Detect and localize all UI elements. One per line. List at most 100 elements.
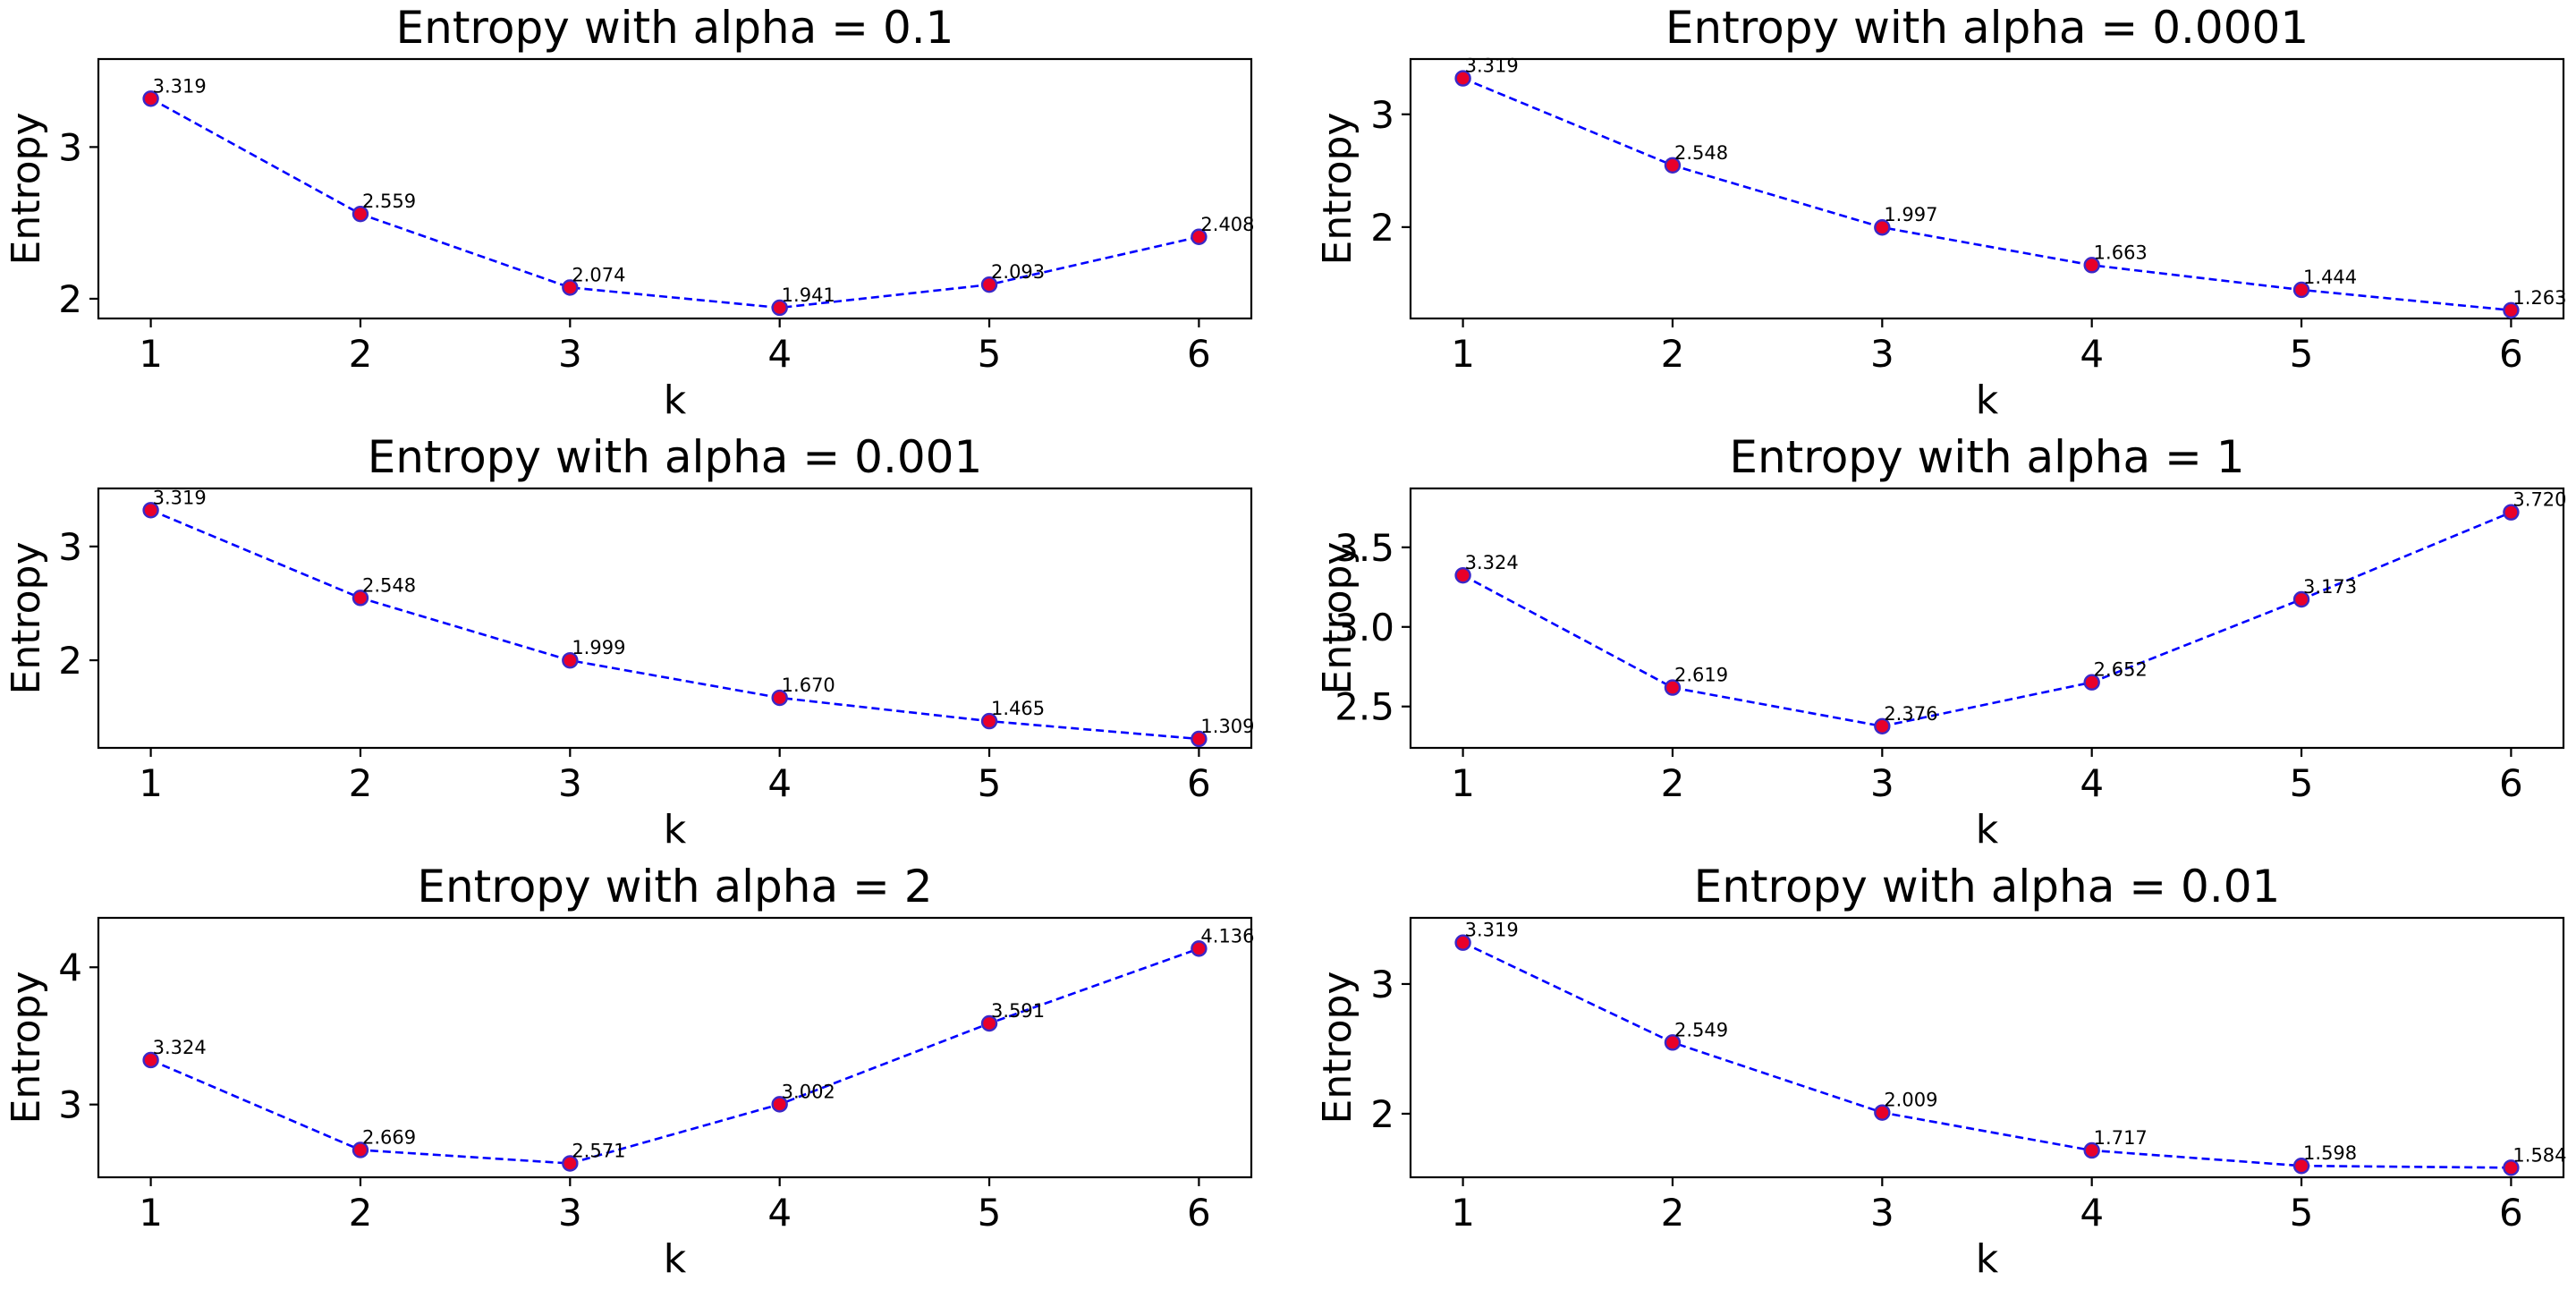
y-tick-label: 3 bbox=[58, 1083, 82, 1127]
y-axis-label: Entropy bbox=[1315, 542, 1360, 695]
x-tick-label: 3 bbox=[558, 332, 582, 376]
data-point bbox=[1874, 1104, 1891, 1121]
data-point bbox=[1664, 157, 1682, 174]
series-line bbox=[1462, 77, 2512, 312]
data-label: 1.263 bbox=[2512, 287, 2566, 309]
data-point bbox=[562, 279, 579, 296]
data-label: 3.324 bbox=[1465, 552, 1519, 573]
data-label: 1.444 bbox=[2303, 267, 2357, 288]
y-tick-label: 3 bbox=[1370, 963, 1394, 1006]
data-point bbox=[1874, 717, 1891, 735]
data-label: 1.941 bbox=[782, 284, 835, 306]
data-point bbox=[1191, 940, 1208, 957]
x-tick-label: 1 bbox=[1451, 761, 1475, 805]
data-point bbox=[142, 1051, 159, 1069]
data-point bbox=[1454, 934, 1471, 951]
x-tick-label: 4 bbox=[767, 761, 792, 805]
data-point bbox=[2503, 1159, 2520, 1176]
subplot-5: Entropy with alpha = 2 1 2 3 4 5 6 3 4 k Entropy 3.… bbox=[4, 861, 1255, 1282]
axes-frame bbox=[1409, 57, 2565, 320]
data-label: 2.548 bbox=[362, 574, 416, 596]
subplot-3: Entropy with alpha = 0.001 1 2 3 4 5 6 2 3 k Entro… bbox=[4, 431, 1255, 853]
x-tick-label: 3 bbox=[1870, 761, 1894, 805]
data-label: 2.548 bbox=[1674, 142, 1728, 164]
x-tick-label: 1 bbox=[139, 1191, 163, 1235]
data-point bbox=[1454, 70, 1471, 87]
data-label: 3.319 bbox=[1465, 920, 1519, 941]
subplot-1: Entropy with alpha = 0.1 1 2 3 4 5 6 2 3 k Entropy… bbox=[4, 2, 1255, 423]
data-label: 2.571 bbox=[572, 1141, 625, 1162]
y-tick-label: 3 bbox=[58, 525, 82, 569]
data-point bbox=[980, 712, 998, 730]
subplot-2: Entropy with alpha = 0.0001 1 2 3 4 5 6 2 3 k Entr… bbox=[1315, 2, 2567, 423]
x-tick-label: 6 bbox=[1187, 332, 1211, 376]
data-point bbox=[1191, 228, 1208, 245]
y-tick-label: 2 bbox=[58, 639, 82, 683]
data-label: 1.670 bbox=[782, 675, 835, 696]
x-tick-label: 4 bbox=[2080, 1191, 2104, 1235]
axes-frame bbox=[97, 916, 1253, 1179]
x-tick-label: 3 bbox=[558, 1191, 582, 1235]
x-tick-label: 2 bbox=[1661, 761, 1685, 805]
data-point bbox=[562, 651, 579, 669]
series-line bbox=[150, 947, 1199, 1165]
chart-title: Entropy with alpha = 0.001 bbox=[368, 431, 983, 483]
data-label: 1.997 bbox=[1884, 204, 1937, 225]
x-tick-label: 2 bbox=[1661, 332, 1685, 376]
x-tick-label: 5 bbox=[2290, 761, 2314, 805]
data-label: 2.652 bbox=[2094, 659, 2148, 681]
data-point bbox=[771, 299, 788, 317]
data-label: 1.309 bbox=[1200, 716, 1254, 737]
data-point bbox=[2292, 281, 2310, 299]
axes-frame bbox=[1409, 916, 2565, 1179]
data-point bbox=[142, 502, 159, 519]
y-axis-label: Entropy bbox=[4, 113, 49, 266]
x-tick-label: 6 bbox=[2499, 332, 2523, 376]
chart-title: Entropy with alpha = 1 bbox=[1729, 431, 2244, 483]
series-line bbox=[149, 98, 1199, 310]
data-label: 2.669 bbox=[362, 1126, 416, 1148]
data-point bbox=[352, 205, 369, 223]
y-tick-label: 3.0 bbox=[1335, 606, 1394, 649]
series-line bbox=[1462, 941, 2512, 1169]
chart-title: Entropy with alpha = 0.01 bbox=[1694, 861, 2281, 912]
data-point bbox=[2083, 1141, 2100, 1159]
data-point bbox=[2292, 1158, 2310, 1175]
x-tick-label: 5 bbox=[978, 761, 1002, 805]
x-tick-label: 2 bbox=[349, 332, 373, 376]
data-label: 4.136 bbox=[1200, 925, 1254, 946]
data-label: 1.717 bbox=[2094, 1127, 2148, 1149]
data-point bbox=[142, 90, 159, 107]
x-tick-label: 6 bbox=[2499, 1191, 2523, 1235]
data-point bbox=[1664, 1034, 1682, 1051]
chart-title: Entropy with alpha = 0.1 bbox=[396, 2, 954, 54]
chart-title: Entropy with alpha = 2 bbox=[417, 861, 932, 912]
data-point bbox=[1191, 730, 1208, 748]
data-label: 2.619 bbox=[1674, 665, 1728, 686]
x-axis-label: k bbox=[1976, 1236, 1999, 1282]
x-tick-label: 1 bbox=[139, 761, 163, 805]
data-label: 2.408 bbox=[1200, 214, 1254, 235]
y-axis-label: Entropy bbox=[1315, 113, 1360, 266]
data-point bbox=[2083, 257, 2100, 274]
data-point bbox=[1664, 679, 1682, 696]
data-label: 2.376 bbox=[1884, 703, 1937, 725]
x-axis-label: k bbox=[664, 378, 687, 423]
data-label: 3.002 bbox=[782, 1081, 835, 1102]
x-axis-label: k bbox=[1976, 378, 1999, 423]
y-axis-label: Entropy bbox=[1315, 972, 1360, 1125]
data-label: 3.324 bbox=[153, 1037, 207, 1058]
data-label: 3.173 bbox=[2303, 576, 2357, 598]
x-tick-label: 4 bbox=[767, 332, 792, 376]
data-label: 3.720 bbox=[2512, 489, 2566, 511]
data-point bbox=[980, 1014, 998, 1032]
x-tick-label: 6 bbox=[1187, 1191, 1211, 1235]
y-tick-label: 2 bbox=[1370, 206, 1394, 250]
subplot-4: Entropy with alpha = 1 1 2 3 4 5 6 2.5 3.0 3.5 k En… bbox=[1315, 431, 2567, 853]
y-tick-label: 2 bbox=[1370, 1092, 1394, 1136]
data-label: 2.074 bbox=[572, 264, 625, 285]
y-tick-label: 2.5 bbox=[1335, 685, 1394, 729]
data-point bbox=[562, 1155, 579, 1172]
data-point bbox=[352, 590, 369, 607]
x-tick-label: 1 bbox=[1451, 1191, 1475, 1235]
